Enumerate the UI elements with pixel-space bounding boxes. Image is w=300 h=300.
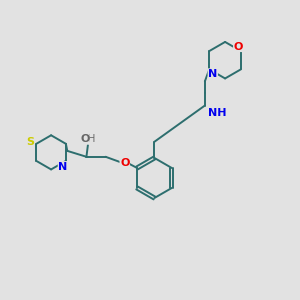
Text: O: O [234, 41, 243, 52]
Text: O: O [80, 134, 90, 144]
Text: N: N [58, 162, 68, 172]
Text: NH: NH [208, 109, 226, 118]
Text: N: N [208, 69, 218, 79]
Text: O: O [120, 158, 129, 168]
Text: H: H [88, 134, 95, 143]
Text: S: S [26, 137, 34, 147]
